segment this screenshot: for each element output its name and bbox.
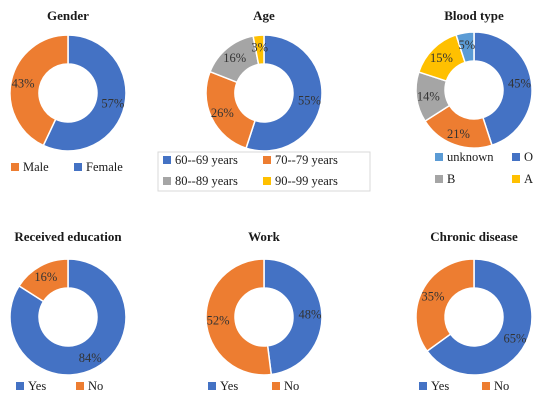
legend-entry-90-99-years: 90--99 years — [275, 174, 338, 188]
slice-yes — [263, 258, 323, 376]
legend-swatch-male — [11, 163, 19, 171]
legend: Male Female — [11, 160, 123, 174]
legend-swatch-80-89-years — [163, 177, 171, 185]
legend-entry-yes: Yes — [220, 379, 238, 393]
legend-swatch-60-69-years — [163, 156, 171, 164]
donut-chart-chronic-disease: Chronic disease 65% 35% Yes No — [415, 229, 533, 393]
legend-entry-unknown: unknown — [447, 150, 494, 164]
chart-title: Work — [248, 229, 281, 244]
data-label: 35% — [422, 290, 445, 304]
legend-swatch-no — [76, 382, 84, 390]
legend-entry-80-89-years: 80--89 years — [175, 174, 238, 188]
age-legend-frame — [157, 151, 371, 192]
data-label: 21% — [447, 127, 470, 141]
legend-entry-no: No — [494, 379, 509, 393]
data-label: 3% — [251, 41, 268, 55]
chart-title: Blood type — [444, 8, 504, 23]
data-label: 84% — [79, 351, 102, 365]
legend-entry-no: No — [284, 379, 299, 393]
slice-unknown — [455, 31, 475, 64]
legend-entry-female: Female — [86, 160, 123, 174]
data-label: 45% — [508, 76, 531, 90]
data-label: 5% — [458, 38, 475, 52]
data-label: 57% — [101, 97, 124, 111]
slice-60-69-years — [245, 34, 323, 152]
legend-entry-o: O — [524, 150, 533, 164]
donut-chart-age: Age 55% 26% 16% 3% 60--69 years 70--79 years 80… — [163, 8, 338, 188]
legend-swatch-o — [512, 153, 520, 161]
data-label: 15% — [430, 51, 453, 65]
slice-90-99-years — [252, 34, 265, 66]
legend: 60--69 years 70--79 years 80--89 years 90--… — [163, 153, 338, 188]
data-label: 52% — [207, 313, 230, 327]
chart-title: Gender — [47, 8, 89, 23]
chart-title: Age — [253, 8, 275, 23]
legend-swatch-yes — [16, 382, 24, 390]
slice-male — [9, 34, 69, 147]
legend-entry-yes: Yes — [431, 379, 449, 393]
slice-yes — [9, 258, 127, 376]
legend-entry-male: Male — [23, 160, 49, 174]
data-label: 14% — [417, 89, 440, 103]
donut-chart-work: Work 48% 52% Yes No — [205, 229, 323, 393]
data-label: 16% — [223, 51, 246, 65]
legend-swatch-no — [482, 382, 490, 390]
legend-swatch-unknown — [435, 153, 443, 161]
legend-swatch-70-79-years — [263, 156, 271, 164]
donut-chart-received-education: Received education 84% 16% Yes No — [9, 229, 127, 393]
chart-title: Received education — [14, 229, 122, 244]
legend-entry-no: No — [88, 379, 103, 393]
slice-no — [415, 258, 475, 353]
legend-swatch-a — [512, 175, 520, 183]
legend-entry-a: A — [524, 172, 533, 186]
data-label: 43% — [12, 76, 35, 90]
slice-female — [42, 34, 127, 152]
legend-swatch-90-99-years — [263, 177, 271, 185]
slice-no — [17, 258, 69, 303]
donut-chart-gender: Gender 57% 43% Male Female — [9, 8, 127, 174]
legend-swatch-b — [435, 175, 443, 183]
data-label: 48% — [298, 308, 321, 322]
data-label: 26% — [211, 106, 234, 120]
slice-no — [205, 258, 273, 376]
legend-swatch-yes — [419, 382, 427, 390]
slice-yes — [426, 258, 533, 376]
donut-chart-blood-type: Blood type 45% 21% 14% 15% 5% unknown O B A — [415, 8, 533, 186]
data-label: 16% — [34, 270, 57, 284]
legend: Yes No — [208, 379, 299, 393]
data-label: 55% — [298, 94, 321, 108]
legend-entry-60-69-years: 60--69 years — [175, 153, 238, 167]
legend-entry-70-79-years: 70--79 years — [275, 153, 338, 167]
legend: unknown O B A — [435, 150, 533, 186]
legend-entry-b: B — [447, 172, 455, 186]
legend: Yes No — [16, 379, 103, 393]
legend: Yes No — [419, 379, 509, 393]
data-label: 65% — [504, 331, 527, 345]
legend-swatch-no — [272, 382, 280, 390]
legend-entry-yes: Yes — [28, 379, 46, 393]
legend-swatch-female — [74, 163, 82, 171]
chart-title: Chronic disease — [430, 229, 518, 244]
legend-swatch-yes — [208, 382, 216, 390]
slice-o — [473, 31, 533, 147]
